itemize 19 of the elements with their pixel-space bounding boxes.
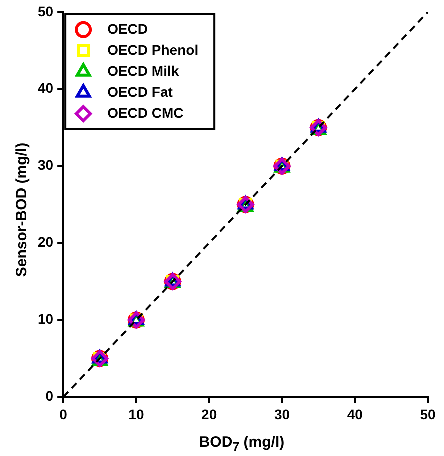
y-tick-label: 30 [38,157,54,174]
x-tick-label: 0 [60,406,68,422]
y-tick-label: 20 [38,234,54,250]
y-tick-label: 0 [46,388,54,404]
x-tick-label: 30 [274,406,290,422]
x-tick-label: 40 [347,406,364,422]
legend-label: OECD Milk [108,62,180,79]
x-axis-title: BOD$_{7}$ (mg/l) [198,434,286,454]
x-tick-label: 50 [420,406,436,422]
y-tick-label: 40 [38,80,54,96]
legend-label: OECD Phenol [108,42,199,58]
y-axis-title: Sensor-BOD (mg/l) [14,142,30,278]
y-tick-label: 50 [38,3,54,20]
legend-label: OECD Fat [108,84,174,100]
legend-label: OECD CMC [108,104,184,121]
y-tick-label: 10 [38,311,54,328]
legend-label: OECD [108,20,148,37]
x-tick-label: 20 [202,406,218,422]
x-tick-label: 10 [128,406,144,422]
